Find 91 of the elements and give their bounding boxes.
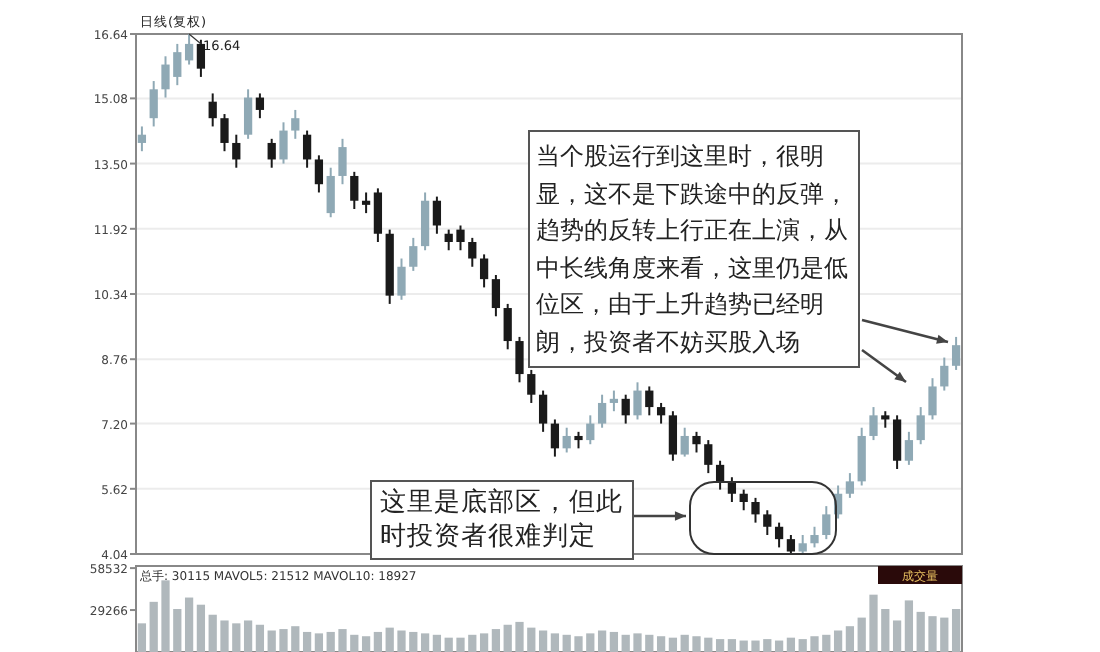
candlestick: [550, 418, 560, 458]
candlestick: [503, 302, 512, 351]
candlestick: [609, 389, 619, 413]
bar: [727, 639, 737, 652]
candlestick: [751, 496, 760, 524]
candlestick: [420, 191, 430, 252]
bar: [196, 604, 206, 652]
candlestick: [597, 393, 607, 429]
candlestick: [916, 406, 925, 446]
bar: [255, 624, 265, 652]
candlestick: [904, 430, 914, 466]
bar: [302, 631, 312, 652]
candlestick: [645, 385, 654, 417]
candlestick: [951, 335, 961, 371]
annotation: 这里是底部区，但此时投资者很难判定: [370, 480, 634, 560]
candlestick: [255, 92, 265, 120]
bar: [361, 636, 371, 652]
bar: [786, 637, 796, 652]
candlestick: [326, 166, 335, 219]
bar: [373, 631, 383, 652]
candlestick: [291, 108, 300, 140]
bar: [904, 600, 914, 652]
candlestick: [302, 129, 312, 169]
candlestick: [869, 406, 878, 442]
candlestick: [137, 125, 147, 153]
bar: [951, 609, 961, 652]
candlestick: [220, 113, 229, 153]
bar: [243, 620, 253, 652]
candlestick: [928, 377, 937, 421]
annotation: 当个股运行到这里时，很明显，这不是下跌途中的反弹，趋势的反转上行正在上演，从中长线角度来看，这里仍是低位区，由于上升趋势已经明朗，投资者不妨买股入场: [528, 130, 860, 368]
candlestick: [491, 274, 501, 318]
candlestick: [527, 368, 536, 404]
candlestick: [373, 187, 383, 243]
candlestick: [680, 426, 689, 458]
candlestick: [267, 137, 276, 169]
bar: [609, 631, 619, 652]
candlestick: [656, 401, 666, 425]
candlestick: [468, 236, 477, 268]
candlestick: [432, 195, 442, 235]
bar: [432, 634, 442, 652]
candlestick: [810, 525, 819, 549]
bar: [314, 633, 324, 652]
candlestick: [633, 381, 642, 421]
candlestick: [704, 439, 713, 475]
bar: [491, 629, 501, 652]
bar: [715, 639, 725, 652]
candlestick: [763, 509, 772, 537]
candlestick: [538, 389, 548, 433]
bar: [833, 630, 843, 652]
candlestick: [822, 505, 831, 541]
bar: [774, 640, 784, 652]
candlestick: [243, 88, 253, 140]
candlestick: [786, 534, 796, 555]
bar: [892, 620, 902, 652]
candlestick: [479, 253, 489, 289]
candlestick: [350, 170, 359, 210]
bar: [550, 633, 560, 652]
candlestick: [857, 426, 866, 487]
candlestick: [279, 121, 288, 165]
candlestick: [562, 426, 571, 454]
candlestick: [314, 154, 324, 194]
candlestick: [774, 521, 784, 549]
candlestick: [940, 356, 949, 392]
candlestick: [798, 534, 807, 555]
candlestick: [692, 430, 701, 454]
candlestick: [361, 191, 371, 215]
candlestick: [515, 335, 524, 384]
candlestick: [845, 472, 855, 499]
candlestick: [409, 236, 418, 272]
bar: [656, 636, 666, 652]
candlestick: [184, 33, 194, 66]
candlestick: [668, 410, 678, 462]
candlestick: [149, 80, 158, 128]
candlestick: [208, 92, 217, 128]
bar: [420, 633, 430, 652]
bar: [137, 623, 147, 652]
candlestick: [397, 257, 406, 301]
bar: [538, 630, 548, 652]
bar: [184, 597, 194, 652]
bar: [668, 637, 678, 652]
candlestick: [338, 137, 347, 186]
candlestick: [621, 393, 630, 425]
candlestick: [232, 133, 241, 169]
candlestick: [196, 38, 206, 78]
bar: [597, 630, 607, 652]
candlestick: [715, 459, 725, 491]
candlestick: [586, 414, 595, 446]
candlestick: [739, 488, 748, 512]
bar: [479, 633, 489, 652]
bar: [845, 626, 855, 652]
candlestick: [892, 414, 902, 470]
